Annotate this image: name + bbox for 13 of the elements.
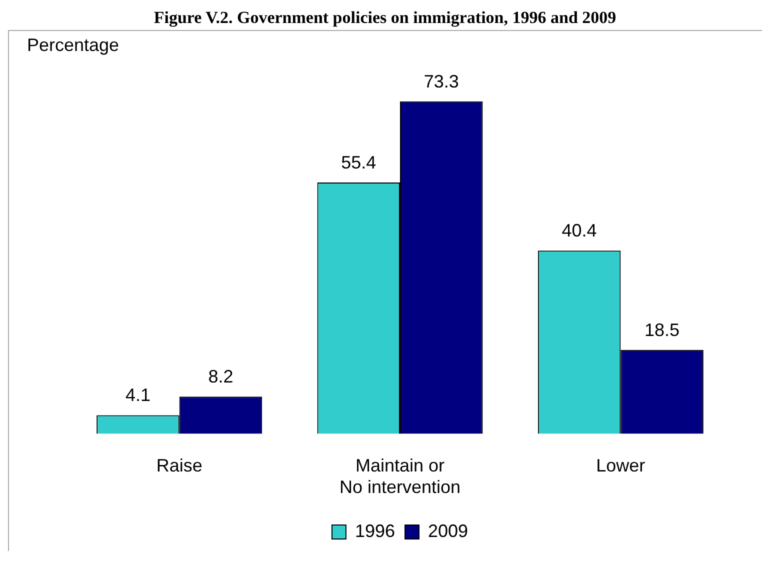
x-tick-label: Maintain or No intervention — [339, 456, 461, 498]
legend-label: 2009 — [428, 520, 468, 541]
data-label: 55.4 — [341, 152, 376, 173]
x-tick-label: Raise — [156, 456, 202, 476]
data-label: 40.4 — [562, 220, 597, 241]
y-axis-title: Percentage — [27, 34, 120, 55]
chart-title: Figure V.2. Government policies on immigration, 1996 and 2009 — [152, 8, 618, 29]
data-label: 8.2 — [208, 366, 234, 387]
legend-label: 1996 — [354, 520, 396, 541]
data-label: 4.1 — [125, 385, 150, 406]
data-label: 73.3 — [424, 71, 459, 92]
x-tick-label: Lower — [596, 456, 646, 476]
data-label: 18.5 — [644, 320, 680, 340]
